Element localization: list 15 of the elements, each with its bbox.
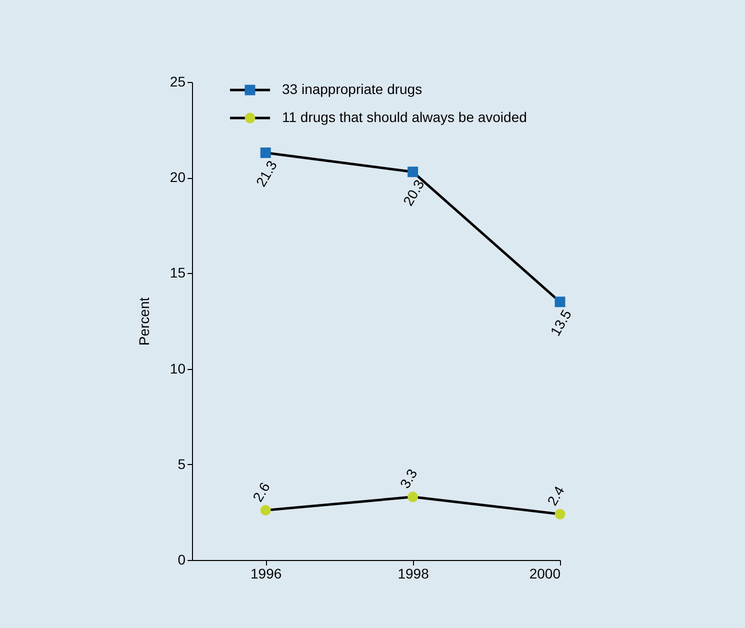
y-tick-label: 20 (170, 169, 186, 186)
y-tick-label: 10 (170, 360, 186, 376)
y-tick-label: 15 (170, 264, 186, 281)
legend-label: 11 drugs that should always be avoided (282, 109, 527, 125)
y-tick-label: 0 (178, 552, 186, 568)
data-label: 2.6 (249, 479, 274, 504)
y-tick-label: 5 (178, 456, 186, 472)
y-tick-label: 25 (170, 74, 186, 90)
x-tick-label: 2000 (529, 566, 561, 582)
x-tick-label: 1996 (250, 566, 282, 582)
data-label: 3.3 (396, 466, 420, 491)
x-tick-label: 1998 (398, 566, 430, 582)
data-label: 2.4 (544, 483, 568, 508)
legend-label: 33 inappropriate drugs (282, 81, 422, 97)
y-axis-title: Percent (136, 297, 152, 346)
